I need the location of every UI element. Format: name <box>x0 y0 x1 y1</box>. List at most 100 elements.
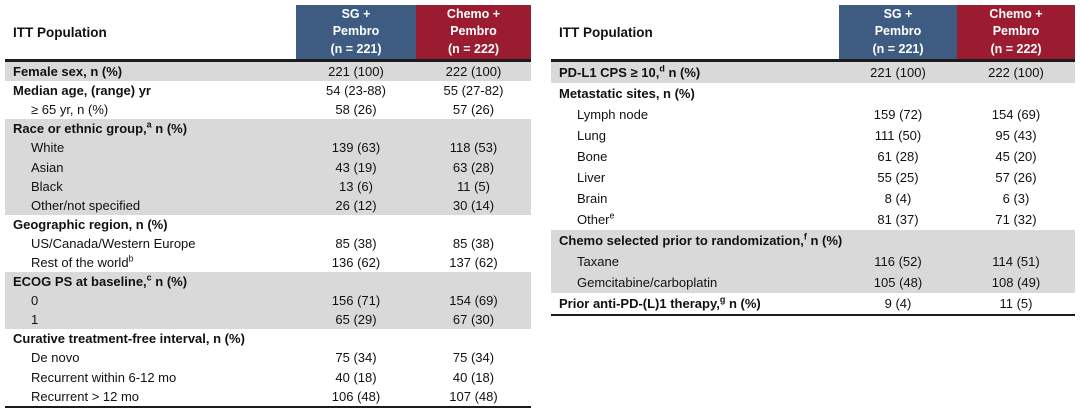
table-row: Race or ethnic group,a n (%) <box>5 119 531 139</box>
value-cell-chemo-pembro: 11 (5) <box>999 296 1033 311</box>
table-row: Prior anti-PD-(L)1 therapy,g n (%) 9 (4) 1… <box>551 293 1075 314</box>
row-label: ECOG PS at baseline,c n (%) <box>13 272 188 290</box>
value-cell-chemo-pembro: 57 (26) <box>452 102 495 118</box>
value-cell-sg-pembro: 43 (19) <box>335 159 377 175</box>
row-label: Prior anti-PD-(L)1 therapy,g n (%) <box>559 294 761 311</box>
table-row: White 139 (63) 118 (53) <box>5 138 531 158</box>
table-corner-label: ITT Population <box>13 24 107 40</box>
value-cell-sg-pembro: 139 (63) <box>331 140 381 156</box>
value-cell-chemo-pembro: 118 (53) <box>449 140 498 156</box>
value-cell-sg-pembro: 105 (48) <box>873 275 923 290</box>
value-cell-sg-pembro: 111 (50) <box>874 128 922 143</box>
table-row: Lung 111 (50) 95 (43) <box>551 125 1075 146</box>
value-cell-chemo-pembro: 45 (20) <box>995 149 1037 164</box>
row-label: Median age, (range) yr <box>13 83 151 99</box>
table-row: Other/not specified 26 (12) 30 (14) <box>5 195 531 215</box>
value-cell-sg-pembro: 58 (26) <box>335 102 377 118</box>
row-label: US/Canada/Western Europe <box>31 235 196 251</box>
row-label: Bone <box>577 149 608 164</box>
table-row: Geographic region, n (%) <box>5 215 531 234</box>
table-row: Recurrent > 12 mo 106 (48) 107 (48) <box>5 387 531 406</box>
footnote-marker: g <box>719 294 726 305</box>
row-label: Geographic region, n (%) <box>13 216 168 232</box>
row-label: Lymph node <box>577 107 649 122</box>
table-row: Black 13 (6) 11 (5) <box>5 176 531 196</box>
table-row: Median age, (range) yr 54 (23-88) 55 (27-8… <box>5 81 531 100</box>
table-body: PD-L1 CPS ≥ 10,d n (%) 221 (100) 222 (100)… <box>551 62 1075 316</box>
table-row: Recurrent within 6-12 mo 40 (18) 40 (18) <box>5 368 531 387</box>
footnote-marker: b <box>128 253 134 264</box>
value-cell-chemo-pembro: 85 (38) <box>452 235 495 251</box>
value-cell-chemo-pembro: 75 (34) <box>452 350 495 366</box>
row-label: Asian <box>31 159 64 175</box>
value-cell-chemo-pembro: 222 (100) <box>988 65 1044 80</box>
row-label: Curative treatment-free interval, n (%) <box>13 331 245 347</box>
value-cell-sg-pembro: 65 (29) <box>335 312 377 328</box>
value-cell-chemo-pembro: 137 (62) <box>449 254 498 270</box>
table-row: Curative treatment-free interval, n (%) <box>5 329 531 348</box>
value-cell-chemo-pembro: 114 (51) <box>992 254 1040 269</box>
value-cell-chemo-pembro: 63 (28) <box>452 159 495 175</box>
table-row: US/Canada/Western Europe 85 (38) 85 (38) <box>5 234 531 253</box>
value-cell-sg-pembro: 136 (62) <box>331 254 381 270</box>
baseline-characteristics-table-left: ITT Population SG + Pembro (n = 221) Che… <box>5 5 531 408</box>
value-cell-sg-pembro: 61 (28) <box>877 149 919 164</box>
value-cell-sg-pembro: 106 (48) <box>331 388 381 404</box>
row-label: Race or ethnic group,a n (%) <box>13 120 188 137</box>
table-row: Female sex, n (%) 221 (100) 222 (100) <box>5 62 531 82</box>
table-row: Asian 43 (19) 63 (28) <box>5 157 531 177</box>
row-label: Metastatic sites, n (%) <box>559 86 695 101</box>
value-cell-chemo-pembro: 154 (69) <box>449 293 498 309</box>
value-cell-chemo-pembro: 67 (30) <box>452 312 495 328</box>
row-label: White <box>31 140 65 156</box>
value-cell-sg-pembro: 159 (72) <box>873 107 923 122</box>
row-label: Chemo selected prior to randomization,f … <box>559 231 843 248</box>
baseline-characteristics-table-right: ITT Population SG + Pembro (n = 221) Che… <box>551 5 1075 316</box>
row-label: Liver <box>577 170 606 185</box>
column-header-sg-pembro: SG + Pembro (n = 221) <box>839 5 957 59</box>
table-row: Taxane 116 (52) 114 (51) <box>551 251 1075 272</box>
table-row: De novo 75 (34) 75 (34) <box>5 348 531 367</box>
table-header-row: ITT Population SG + Pembro (n = 221) Che… <box>551 5 1075 62</box>
table-row: Lymph node 159 (72) 154 (69) <box>551 104 1075 125</box>
value-cell-chemo-pembro: 30 (14) <box>452 197 495 213</box>
table-row: ECOG PS at baseline,c n (%) <box>5 272 531 292</box>
footnote-marker: a <box>146 120 152 130</box>
value-cell-chemo-pembro: 57 (26) <box>995 170 1037 185</box>
value-cell-chemo-pembro: 108 (49) <box>991 275 1041 290</box>
value-cell-sg-pembro: 40 (18) <box>335 369 377 385</box>
value-cell-chemo-pembro: 71 (32) <box>995 212 1037 227</box>
column-header-chemo-pembro: Chemo + Pembro (n = 222) <box>416 5 531 59</box>
value-cell-chemo-pembro: 95 (43) <box>995 128 1037 143</box>
value-cell-sg-pembro: 54 (23-88) <box>326 83 386 99</box>
row-label: Female sex, n (%) <box>13 64 123 80</box>
table-row: ≥ 65 yr, n (%) 58 (26) 57 (26) <box>5 100 531 119</box>
value-cell-sg-pembro: 85 (38) <box>335 235 377 251</box>
row-label: Rest of the worldb <box>31 253 134 270</box>
row-label: Othere <box>577 210 615 227</box>
row-label: PD-L1 CPS ≥ 10,d n (%) <box>559 63 701 80</box>
value-cell-chemo-pembro: 40 (18) <box>452 369 495 385</box>
value-cell-sg-pembro: 55 (25) <box>877 170 919 185</box>
table-row: Othere 81 (37) 71 (32) <box>551 209 1075 230</box>
footnote-marker: f <box>803 231 807 242</box>
row-label: Taxane <box>577 254 619 269</box>
value-cell-sg-pembro: 26 (12) <box>335 197 377 213</box>
table-row: Rest of the worldb 136 (62) 137 (62) <box>5 253 531 272</box>
table-header-row: ITT Population SG + Pembro (n = 221) Che… <box>5 5 531 62</box>
value-cell-sg-pembro: 13 (6) <box>339 178 373 194</box>
table-row: PD-L1 CPS ≥ 10,d n (%) 221 (100) 222 (100) <box>551 62 1075 83</box>
table-row: Chemo selected prior to randomization,f … <box>551 230 1075 251</box>
column-header-chemo-pembro: Chemo + Pembro (n = 222) <box>957 5 1075 59</box>
row-label: Recurrent > 12 mo <box>31 388 140 404</box>
value-cell-chemo-pembro: 154 (69) <box>991 107 1041 122</box>
table-row: Brain 8 (4) 6 (3) <box>551 188 1075 209</box>
row-label: Recurrent within 6-12 mo <box>31 369 177 385</box>
footnote-marker: d <box>659 63 665 74</box>
footnote-marker: e <box>609 210 615 221</box>
row-label: Black <box>31 178 63 194</box>
table-row: Liver 55 (25) 57 (26) <box>551 167 1075 188</box>
table-row: Bone 61 (28) 45 (20) <box>551 146 1075 167</box>
value-cell-sg-pembro: 8 (4) <box>884 191 912 206</box>
row-label: 0 <box>31 293 39 309</box>
